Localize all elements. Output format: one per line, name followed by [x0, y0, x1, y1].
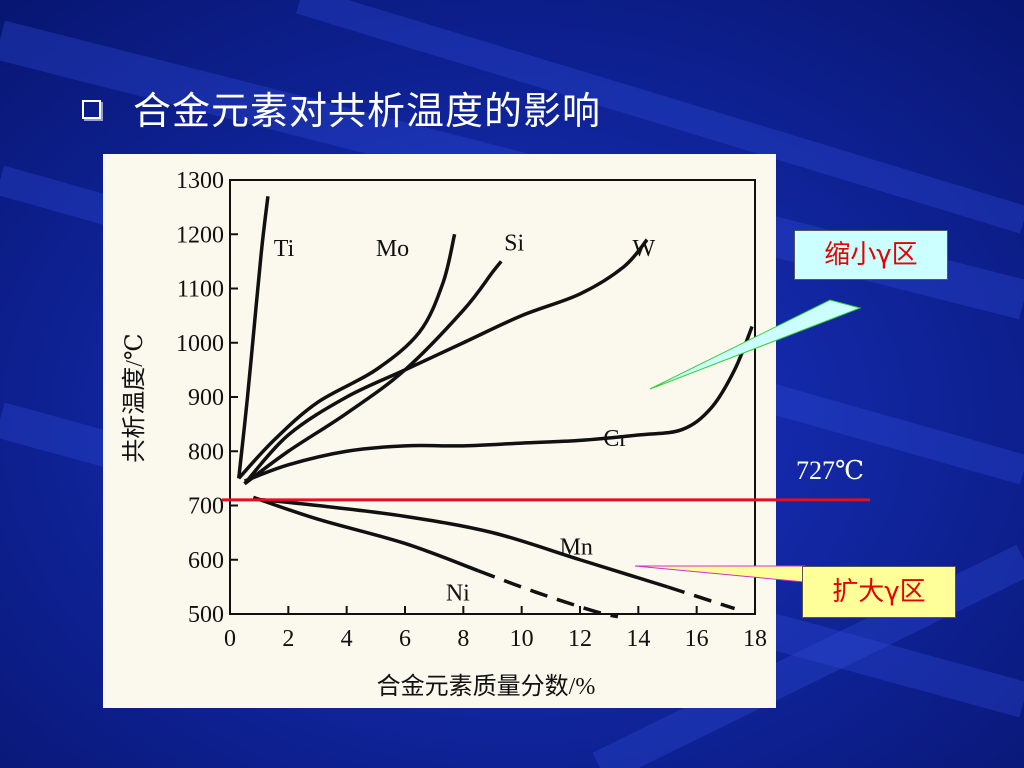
series-mn-line — [253, 497, 669, 589]
reference-temperature-label: 727℃ — [796, 456, 865, 485]
y-tick-label: 1000 — [176, 331, 224, 357]
expand-gamma-callout: 扩大γ区 — [802, 566, 956, 618]
shrink-pointer — [649, 299, 862, 390]
shrink-gamma-callout: 缩小γ区 — [794, 230, 948, 280]
y-tick-label: 800 — [188, 439, 224, 465]
y-tick-label: 1300 — [176, 168, 224, 194]
y-tick-label: 900 — [188, 385, 224, 411]
series-mo-label: Mo — [376, 236, 409, 262]
chart-axes: 0 2 4 6 8 10 12 14 16 18 500 600 700 800 900 1000 1100 12… — [176, 168, 767, 652]
series-mo-line — [237, 233, 457, 480]
y-tick-label: 500 — [188, 602, 224, 628]
x-tick-label: 4 — [341, 626, 353, 652]
series-ni-dashed-line — [477, 568, 619, 619]
x-tick-label: 0 — [224, 626, 236, 652]
x-tick-label: 12 — [568, 626, 592, 652]
slide-title: 合金元素对共析温度的影响 — [133, 89, 602, 133]
series-cr-line — [243, 325, 754, 483]
x-tick-label: 6 — [399, 626, 411, 652]
y-tick-label: 600 — [188, 548, 224, 574]
series-si-label: Si — [504, 231, 524, 257]
series-cr-label: Cr — [603, 426, 627, 452]
x-tick-label: 18 — [743, 626, 767, 652]
series-ni-line — [252, 495, 479, 573]
x-tick-label: 10 — [510, 626, 534, 652]
series-ti-label: Ti — [274, 236, 295, 262]
series-ni-label: Ni — [446, 580, 470, 606]
series-w-label: W — [633, 236, 656, 262]
y-tick-label: 700 — [188, 494, 224, 520]
x-tick-label: 14 — [626, 626, 650, 652]
x-tick-label: 8 — [457, 626, 469, 652]
x-tick-label: 2 — [282, 626, 294, 652]
plot-frame — [229, 179, 756, 615]
series-ti-line — [237, 196, 270, 479]
y-tick-label: 1200 — [176, 222, 224, 248]
series-mn-label: Mn — [560, 534, 593, 560]
x-tick-label: 16 — [685, 626, 709, 652]
series-w-line — [243, 238, 649, 485]
expand-pointer — [634, 565, 806, 583]
y-tick-label: 1100 — [177, 277, 224, 303]
square-bullet-icon — [82, 100, 101, 119]
chart-series: Ti Mo Si W Cr Mn Ni — [237, 196, 754, 619]
chart-panel — [103, 154, 776, 708]
x-axis-label: 合金元素质量分数/% — [377, 673, 596, 700]
series-mn-dashed-line — [666, 585, 736, 611]
y-axis-label: 共析温度/℃ — [121, 333, 148, 463]
